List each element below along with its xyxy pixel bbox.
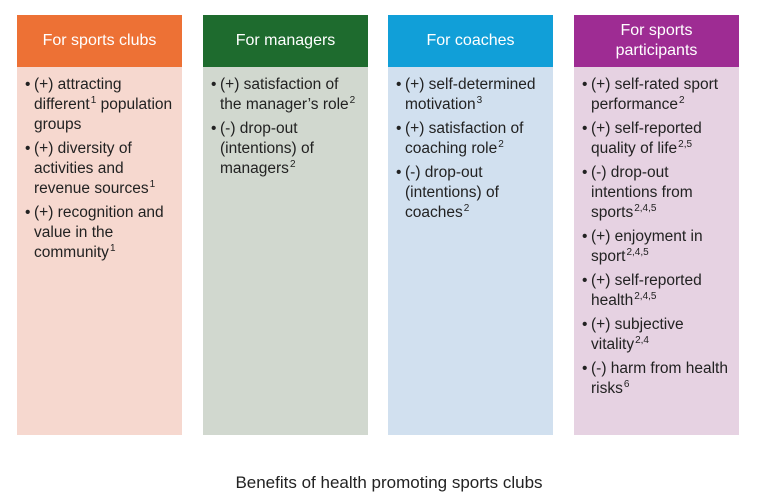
reference-superscript: 1 <box>109 243 116 254</box>
benefit-text: (+) recognition and value in the communi… <box>34 203 174 263</box>
benefit-item: • (+) self-rated sport performance2 <box>582 75 731 115</box>
benefit-text: (-) drop-out (intentions) of managers2 <box>220 119 360 179</box>
benefit-item: • (+) satisfaction of coaching role2 <box>396 119 545 159</box>
column-body: • (+) self-determined motivation3 • (+) sat… <box>388 67 553 435</box>
reference-superscript: 2 <box>463 203 470 214</box>
benefit-text: (+) subjective vitality2,4 <box>591 315 731 355</box>
bullet-icon: • <box>582 272 588 289</box>
benefit-label-continued: population groups <box>34 96 173 133</box>
benefit-text: (+) self-rated sport performance2 <box>591 75 731 115</box>
bullet-icon: • <box>25 76 31 93</box>
bullet-icon: • <box>396 164 402 181</box>
benefit-text: (-) drop-out intentions from sports2,4,5 <box>591 163 731 223</box>
bullet-icon: • <box>396 120 402 137</box>
reference-superscript: 6 <box>623 379 630 390</box>
benefit-text: (+) diversity of activities and revenue … <box>34 139 174 199</box>
benefit-text: (+) satisfaction of the manager’s role2 <box>220 75 360 115</box>
benefit-label: (+) satisfaction of the manager’s role <box>220 76 349 113</box>
column-header: For coaches <box>388 15 553 67</box>
reference-superscript: 2 <box>349 95 356 106</box>
benefit-item: • (+) self-determined motivation3 <box>396 75 545 115</box>
benefit-text: (+) self-reported quality of life2,5 <box>591 119 731 159</box>
benefit-label: (+) enjoyment in sport <box>591 228 703 265</box>
reference-superscript: 2 <box>498 139 504 150</box>
reference-superscript: 1 <box>149 179 156 190</box>
benefit-label: (+) self-determined motivation <box>405 76 536 113</box>
bullet-icon: • <box>582 228 588 245</box>
reference-superscript: 2,5 <box>678 139 693 150</box>
benefit-text: (-) drop-out (intentions) of coaches2 <box>405 163 545 223</box>
reference-superscript: 2,4 <box>635 335 649 346</box>
reference-superscript: 2,4,5 <box>634 291 657 302</box>
bullet-icon: • <box>25 140 31 157</box>
benefit-item: • (+) self-reported health2,4,5 <box>582 271 731 311</box>
benefit-label: (+) self-rated sport performance <box>591 76 719 113</box>
benefit-label: (+) diversity of activities and revenue … <box>34 140 149 197</box>
bullet-icon: • <box>582 360 588 377</box>
bullet-icon: • <box>211 76 217 93</box>
benefit-label: (+) recognition and value in the communi… <box>34 204 164 261</box>
reference-superscript: 2 <box>289 159 296 170</box>
benefit-text: (+) enjoyment in sport2,4,5 <box>591 227 731 267</box>
benefit-item: • (+) enjoyment in sport2,4,5 <box>582 227 731 267</box>
benefit-label: (-) drop-out (intentions) of coaches <box>405 164 499 221</box>
benefit-item: • (+) self-reported quality of life2,5 <box>582 119 731 159</box>
benefit-text: (+) self-reported health2,4,5 <box>591 271 731 311</box>
reference-superscript: 2,4,5 <box>634 203 657 214</box>
benefit-item: • (-) drop-out (intentions) of managers2 <box>211 119 360 179</box>
bullet-icon: • <box>211 120 217 137</box>
column-sports-participants: For sports participants • (+) self-rated s… <box>574 15 739 435</box>
bullet-icon: • <box>582 120 588 137</box>
column-coaches: For coaches • (+) self-determined motivati… <box>388 15 553 435</box>
diagram-caption: Benefits of health promoting sports club… <box>235 473 543 492</box>
bullet-icon: • <box>396 76 402 93</box>
benefit-label: (+) self-reported health <box>591 272 702 309</box>
benefit-item: • (+) diversity of activities and revenue… <box>25 139 174 199</box>
column-header: For sports clubs <box>17 15 182 67</box>
benefit-label: (-) drop-out (intentions) of managers <box>220 120 314 177</box>
column-body: • (+) self-rated sport performance2 • (+) s… <box>574 67 739 435</box>
benefit-text: (+) satisfaction of coaching role2 <box>405 119 545 159</box>
benefit-text: (+) attracting different1 population gro… <box>34 75 174 135</box>
reference-superscript: 1 <box>90 95 97 106</box>
benefit-item: • (+) satisfaction of the manager’s role2 <box>211 75 360 115</box>
benefit-item: • (-) drop-out (intentions) of coaches2 <box>396 163 545 223</box>
bullet-icon: • <box>25 204 31 221</box>
reference-superscript: 2,4,5 <box>626 247 649 258</box>
benefit-item: • (+) attracting different1 population gr… <box>25 75 174 135</box>
benefit-item: • (-) harm from health risks6 <box>582 359 731 399</box>
column-header: For sports participants <box>574 15 739 67</box>
bullet-icon: • <box>582 316 588 333</box>
column-body: • (+) satisfaction of the manager’s role2… <box>203 67 368 435</box>
benefit-label: (+) subjective vitality <box>591 316 684 353</box>
reference-superscript: 3 <box>476 95 483 106</box>
benefit-item: • (-) drop-out intentions from sports2,4,… <box>582 163 731 223</box>
benefit-label: (+) self-reported quality of life <box>591 120 702 157</box>
benefit-item: • (+) recognition and value in the commun… <box>25 203 174 263</box>
column-managers: For managers • (+) satisfaction of the man… <box>203 15 368 435</box>
column-body: • (+) attracting different1 population gr… <box>17 67 182 435</box>
bullet-icon: • <box>582 76 588 93</box>
benefit-item: • (+) subjective vitality2,4 <box>582 315 731 355</box>
benefit-label: (+) attracting different <box>34 76 122 113</box>
benefit-text: (-) harm from health risks6 <box>591 359 731 399</box>
benefit-text: (+) self-determined motivation3 <box>405 75 545 115</box>
bullet-icon: • <box>582 164 588 181</box>
column-sports-clubs: For sports clubs • (+) attracting differen… <box>17 15 182 435</box>
reference-superscript: 2 <box>679 95 685 106</box>
benefit-label: (-) drop-out intentions from sports <box>591 164 693 221</box>
column-header: For managers <box>203 15 368 67</box>
benefit-label: (-) harm from health risks <box>591 360 728 397</box>
benefit-label: (+) satisfaction of coaching role <box>405 120 524 157</box>
